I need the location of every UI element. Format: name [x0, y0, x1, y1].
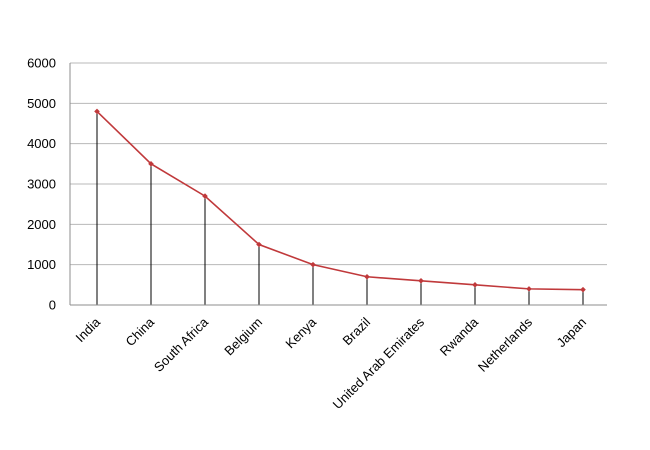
x-tick-label: Kenya [282, 314, 319, 351]
data-point [148, 161, 154, 167]
data-point [310, 261, 316, 268]
series [94, 108, 586, 293]
x-tick-label: South Africa [151, 314, 212, 375]
data-point [526, 286, 532, 292]
x-tick-label: China [122, 314, 157, 349]
x-tick-label: India [73, 314, 104, 345]
y-tick-label: 3000 [27, 177, 56, 192]
data-point [364, 273, 370, 280]
y-tick-label: 5000 [27, 96, 56, 111]
gridlines [70, 62, 607, 266]
y-tick-label: 1000 [27, 257, 56, 272]
y-tick-label: 0 [49, 298, 56, 313]
x-tick-label: Netherlands [475, 314, 536, 375]
data-point [94, 108, 100, 115]
data-point [418, 278, 424, 284]
x-tick-label: Belgium [221, 315, 265, 359]
y-axis-ticks: 0 1000 2000 3000 4000 5000 6000 [27, 56, 56, 313]
y-tick-label: 2000 [27, 217, 56, 232]
x-tick-label: Japan [553, 315, 589, 351]
data-point [256, 241, 262, 248]
y-tick-label: 4000 [27, 136, 56, 151]
data-point [202, 193, 208, 199]
x-tick-label: Rwanda [437, 314, 482, 359]
data-point [580, 286, 586, 293]
y-tick-label: 6000 [27, 56, 56, 71]
drop-lines [96, 111, 584, 305]
x-tick-label: United Arab Emirates [330, 314, 428, 412]
x-tick-label: Brazil [340, 314, 374, 348]
series-line [96, 110, 584, 291]
data-point [472, 282, 478, 288]
